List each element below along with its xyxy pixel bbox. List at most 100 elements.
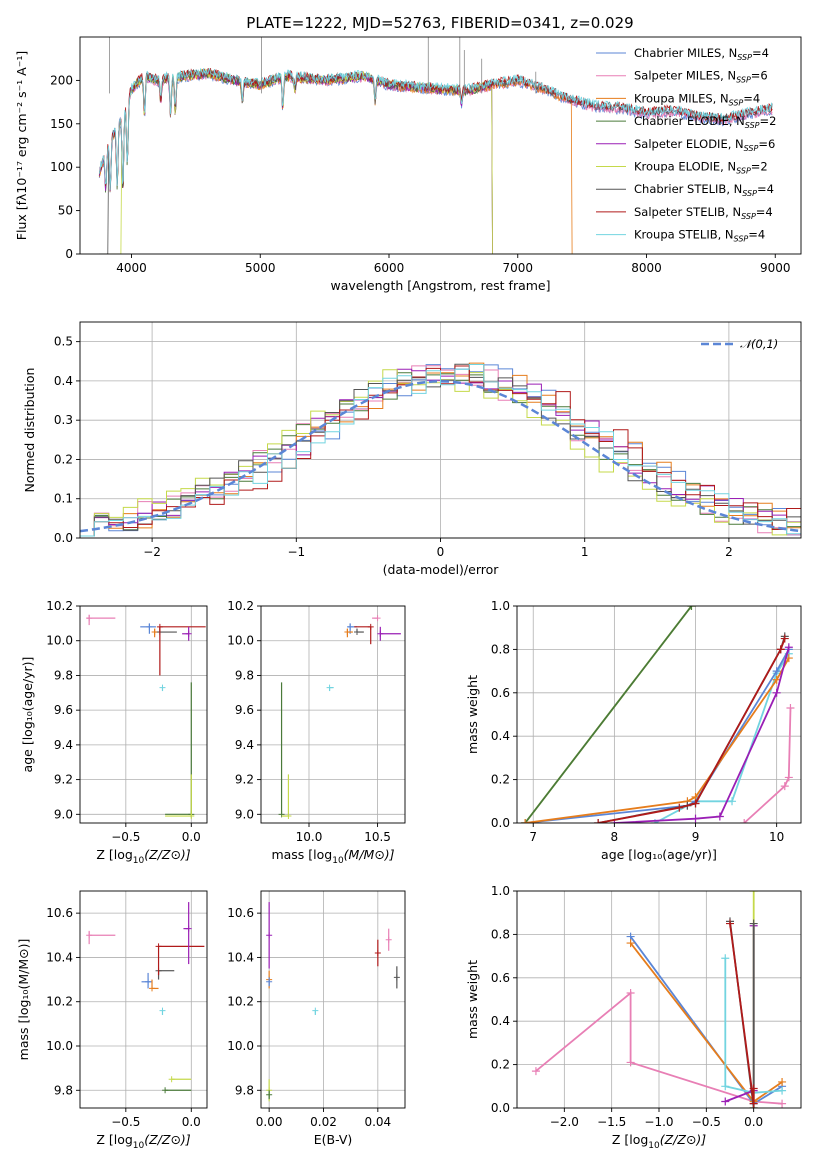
weight_vs_age-tick-label-x: 8	[611, 830, 619, 844]
series-line	[654, 653, 790, 823]
errorbar-marker	[312, 1007, 319, 1014]
residuals-tick-label-y: 0.5	[54, 335, 73, 349]
legend-label: Chabrier STELIB, NSSP=4	[634, 182, 774, 198]
series-marker	[778, 1099, 787, 1108]
age_vs_mass-plot-area	[278, 615, 401, 820]
series-marker	[728, 797, 737, 806]
series-marker	[780, 782, 789, 791]
legend-label-post: =4	[748, 228, 765, 242]
legend-label-pre: Chabrier ELODIE, N	[634, 114, 745, 128]
spectrum-series-kroupa-stelib	[98, 67, 773, 190]
age_vs_Z-plot-area	[86, 614, 206, 820]
series-marker	[749, 1084, 758, 1093]
spectrum-plot-area	[98, 37, 773, 254]
spectrum-series-salpeter-elodie	[98, 69, 773, 254]
errorbar-marker	[266, 932, 273, 939]
spectrum-xlabel: wavelength [Angstrom, rest frame]	[330, 278, 550, 293]
errorbar-salpeter-miles	[86, 930, 116, 945]
series-marker	[772, 688, 781, 697]
age_vs_mass-tick-label-y: 9.2	[235, 773, 254, 787]
age_vs_Z-tick-label-x: 0.0	[182, 830, 201, 844]
legend-label: Salpeter MILES, NSSP=6	[634, 69, 768, 85]
residuals-tick-label-y: 0.4	[54, 374, 73, 388]
age_vs_Z-tick-label-y: 9.4	[54, 738, 73, 752]
weight_vs_age-tick-label-y: 0.0	[491, 816, 510, 830]
weight_vs_Z-ylabel: mass weight	[465, 960, 480, 1039]
mass_vs_Z-tick-label-y: 10.4	[46, 950, 73, 964]
age_vs_mass-tick-label-y: 9.8	[235, 668, 254, 682]
mass_vs_ebv-tick-label-x: 0.04	[364, 1115, 391, 1129]
errorbar-salpeter-miles	[86, 614, 116, 626]
mass_vs_Z-xlabel-pre: Z [log	[96, 1132, 132, 1147]
age_vs_Z-tick-label-y: 9.2	[54, 773, 73, 787]
legend-label-pre: Kroupa MILES, N	[634, 91, 729, 105]
errorbar-marker	[162, 1087, 169, 1094]
errorbar-marker	[354, 629, 360, 636]
age_vs_Z-xlabel-sub: 10	[133, 856, 145, 866]
errorbar-kroupa-miles	[344, 628, 353, 638]
series-kroupa-stelib	[650, 649, 793, 823]
weight_vs_Z-tick-label-x: −2.0	[550, 1115, 579, 1129]
weight_vs_Z-tick-label-x: 0.0	[744, 1115, 763, 1129]
legend-label: Kroupa ELODIE, NSSP=2	[634, 160, 768, 176]
age_vs_mass-xlabel: mass [log10(M/M⊙)]	[271, 847, 394, 866]
mass_vs_ebv-plot-area	[266, 902, 400, 1102]
mass_vs_Z-xlabel-sub: 10	[133, 1141, 145, 1151]
weight_vs_Z-xlabel-pre: Z [log	[612, 1132, 648, 1147]
errorbar-salpeter-stelib	[156, 623, 206, 676]
weight_vs_age-frame	[516, 605, 802, 824]
weight_vs_age-tick-label-y: 0.8	[491, 642, 510, 656]
series-marker	[784, 643, 793, 652]
series-marker	[594, 819, 603, 823]
errorbar-chabrier-elodie	[266, 1090, 273, 1100]
errorbar-kroupa-elodie	[168, 1076, 192, 1083]
errorbar-kroupa-stelib	[326, 684, 334, 692]
mass_vs_ebv-tick-label-y: 9.8	[235, 1083, 254, 1097]
legend-label-post: =6	[751, 69, 768, 83]
mass_vs_Z-tick-label-y: 10.2	[46, 995, 73, 1009]
weight_vs_Z-tick-label-x: −1.5	[597, 1115, 626, 1129]
weight_vs_Z-plot-area	[531, 891, 787, 1108]
errorbar-kroupa-miles	[151, 628, 160, 638]
errorbar-marker	[344, 629, 351, 636]
age_vs_Z-xlabel-pre: Z [log	[96, 847, 132, 862]
spectrum-frame	[79, 36, 802, 255]
series-marker	[691, 799, 700, 808]
age_vs_Z-tick-label-y: 9.6	[54, 703, 73, 717]
errorbar-marker	[374, 950, 381, 956]
residuals-tick-label-x: 1	[581, 545, 589, 559]
legend-label-sub: SSP	[737, 53, 752, 62]
mass_vs_ebv-panel: 0.00 0.02 0.04 9.8 10.0 10.2 10.4 10.6 E(B-V)	[227, 890, 406, 1147]
errorbar-marker	[285, 813, 292, 820]
series-marker	[715, 812, 724, 821]
errorbar-salpeter-miles	[372, 615, 381, 622]
series-salpeter-stelib	[594, 634, 789, 823]
residuals-tick-label-x: −2	[143, 545, 161, 559]
errorbar-salpeter-elodie	[377, 626, 401, 641]
weight_vs_age-tick-label-y: 1.0	[491, 599, 510, 613]
series-marker	[626, 939, 635, 948]
series-marker	[721, 954, 730, 963]
age_vs_mass-xlabel-pre: mass [log	[271, 847, 332, 862]
weight_vs_Z-tick-label-y: 1.0	[491, 884, 510, 898]
spectrum-tick-label-x: 7000	[502, 261, 533, 275]
age_vs_Z-tick-label-y: 10.0	[46, 634, 73, 648]
errorbar-kroupa-elodie	[281, 774, 292, 820]
weight_vs_age-tick-label-x: 10	[769, 830, 784, 844]
mass_vs_ebv-tick-label-y: 10.4	[227, 950, 254, 964]
age_vs_Z-tick-label-y: 10.2	[46, 599, 73, 613]
errorbar-marker	[156, 623, 163, 630]
weight_vs_age-xlabel: age [log₁₀(age/yr)]	[601, 847, 717, 862]
mass_vs_ebv-tick-label-y: 10.0	[227, 1039, 254, 1053]
errorbar-marker	[185, 630, 192, 637]
spectrum-tick-label-y: 100	[50, 160, 73, 174]
weight_vs_Z-tick-label-y: 0.4	[491, 1014, 510, 1028]
spectrum-tick-label-x: 5000	[245, 261, 276, 275]
residuals-ylabel: Normed distribution	[22, 368, 37, 493]
residuals-tick-label-y: 0.2	[54, 452, 73, 466]
age_vs_mass-tick-label-y: 9.0	[235, 807, 254, 821]
series-marker	[778, 1077, 787, 1086]
age_vs_Z-tick-label-x: −0.5	[111, 830, 140, 844]
series-marker	[776, 645, 785, 654]
